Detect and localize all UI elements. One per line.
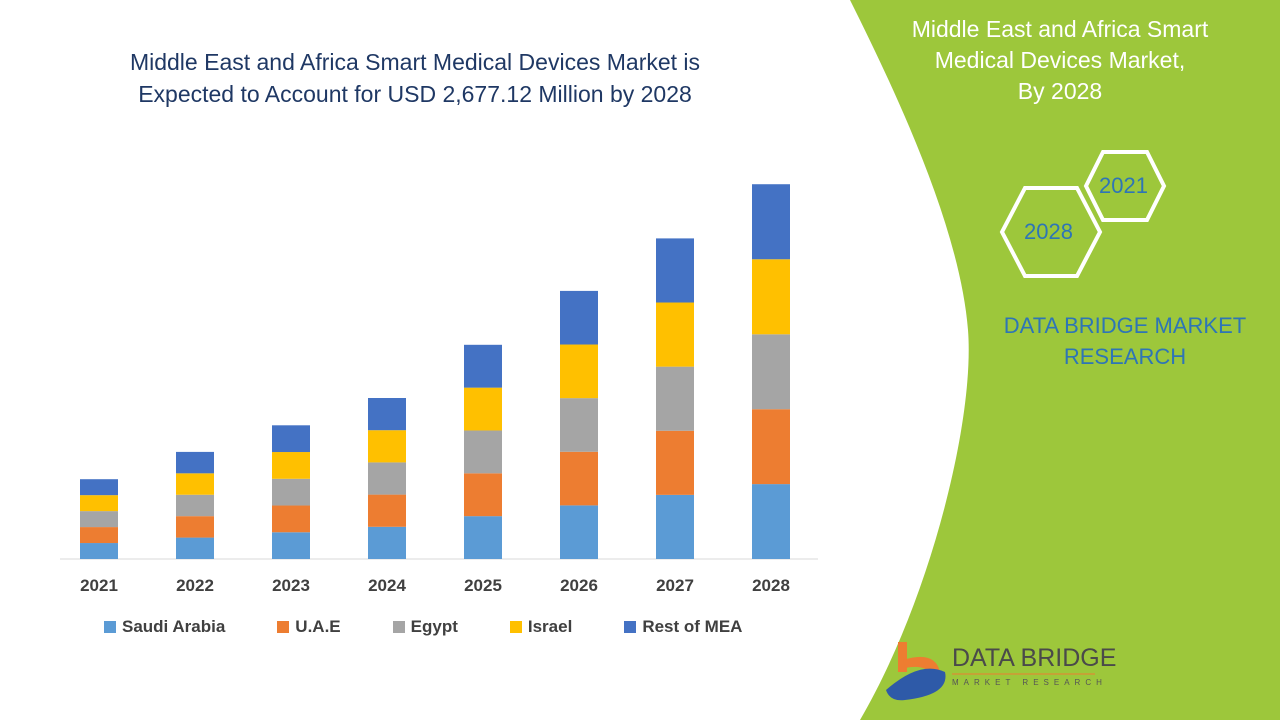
bar-segment-rest-of-mea-2028 [752,184,790,260]
bar-segment-israel-2027 [656,302,694,367]
x-tick-label: 2024 [368,576,406,595]
hexagon-2028 [999,186,1103,278]
bar-segment-rest-of-mea-2027 [656,238,694,303]
legend-label: Egypt [410,617,458,636]
hexagon-2021 [1083,150,1167,222]
bar-segment-rest-of-mea-2023 [272,425,310,453]
brand-line: DATA BRIDGE MARKET [1003,313,1247,338]
bar-segment-u-a-e-2027 [656,430,694,495]
bar-segment-u-a-e-2024 [368,494,406,527]
chart-title: Middle East and Africa Smart Medical Dev… [60,46,770,110]
legend-swatch [392,621,405,633]
brand-line: RESEARCH [1063,344,1187,369]
legend-swatch [277,621,290,633]
legend-swatch [104,621,116,633]
legend-item: Israel [509,617,573,637]
hex-year-2021: 2021 [1099,173,1148,198]
bar-segment-israel-2023 [272,452,310,479]
side-title-line: By 2028 [1017,78,1103,104]
bar-segment-u-a-e-2021 [80,527,118,544]
bars [80,184,790,559]
bar-segment-rest-of-mea-2022 [176,451,214,474]
x-tick-label: 2023 [272,576,310,595]
bar-segment-u-a-e-2023 [272,505,310,533]
x-tick-label: 2025 [464,576,502,595]
bar-segment-egypt-2022 [176,494,214,517]
legend-item: Saudi Arabia [104,617,225,637]
bar-segment-saudi-arabia-2026 [560,505,598,559]
bar-segment-rest-of-mea-2026 [560,290,598,345]
side-title-line: Middle East and Africa Smart [911,16,1209,42]
x-tick-label: 2022 [176,576,214,595]
legend-item: Rest of MEA [624,617,742,637]
bar-segment-israel-2024 [368,430,406,463]
bar-segment-israel-2026 [560,344,598,399]
bar-segment-egypt-2025 [464,430,502,474]
legend-item: U.A.E [277,617,341,637]
bar-segment-rest-of-mea-2024 [368,398,406,431]
logo-title: DATA BRIDGE [952,644,1117,672]
bar-segment-saudi-arabia-2025 [464,516,502,559]
bar-segment-egypt-2023 [272,478,310,506]
bar-segment-egypt-2024 [368,462,406,495]
hex-year-2028: 2028 [1024,219,1073,244]
bar-segment-u-a-e-2025 [464,473,502,517]
x-tick-label: 2026 [560,576,598,595]
bar-segment-saudi-arabia-2024 [368,526,406,559]
logo-icon [886,642,946,701]
bar-segment-egypt-2026 [560,398,598,452]
bar-segment-israel-2021 [80,495,118,512]
legend-item: Egypt [392,617,458,637]
bar-segment-u-a-e-2026 [560,451,598,506]
legend-label: Israel [527,617,573,636]
legend-label: Rest of MEA [642,617,743,636]
legend-swatch [509,621,522,633]
bar-segment-u-a-e-2028 [752,409,790,485]
bar-segment-rest-of-mea-2025 [464,344,502,388]
title-line-1: Middle East and Africa Smart Medical Dev… [129,49,701,75]
legend: Saudi Arabia U.A.E Egypt Israel Rest of … [104,617,794,637]
bar-segment-israel-2025 [464,387,502,431]
bar-segment-rest-of-mea-2021 [80,479,118,496]
legend-swatch [624,621,637,633]
bar-segment-saudi-arabia-2021 [80,543,118,559]
x-tick-label: 2021 [80,576,118,595]
x-tick-label: 2027 [656,576,694,595]
bar-segment-u-a-e-2022 [176,516,214,538]
legend-label: U.A.E [295,617,341,636]
logo-subtitle: MARKET RESEARCH [952,678,1107,687]
legend-label: Saudi Arabia [122,617,226,636]
brand-text: DATA BRIDGE MARKET RESEARCH [990,310,1260,372]
bar-segment-saudi-arabia-2028 [752,484,790,559]
bar-segment-saudi-arabia-2027 [656,494,694,559]
bar-segment-egypt-2027 [656,366,694,431]
side-title-line: Medical Devices Market, [934,47,1186,73]
bar-segment-israel-2028 [752,259,790,335]
title-line-2: Expected to Account for USD 2,677.12 Mil… [138,81,692,107]
green-panel [850,0,1280,720]
bar-segment-egypt-2028 [752,334,790,410]
bar-segment-egypt-2021 [80,511,118,528]
bar-segment-saudi-arabia-2022 [176,537,214,559]
x-tick-label: 2028 [752,576,790,595]
side-panel-title: Middle East and Africa Smart Medical Dev… [880,14,1240,107]
bar-segment-saudi-arabia-2023 [272,532,310,559]
bar-segment-israel-2022 [176,473,214,495]
